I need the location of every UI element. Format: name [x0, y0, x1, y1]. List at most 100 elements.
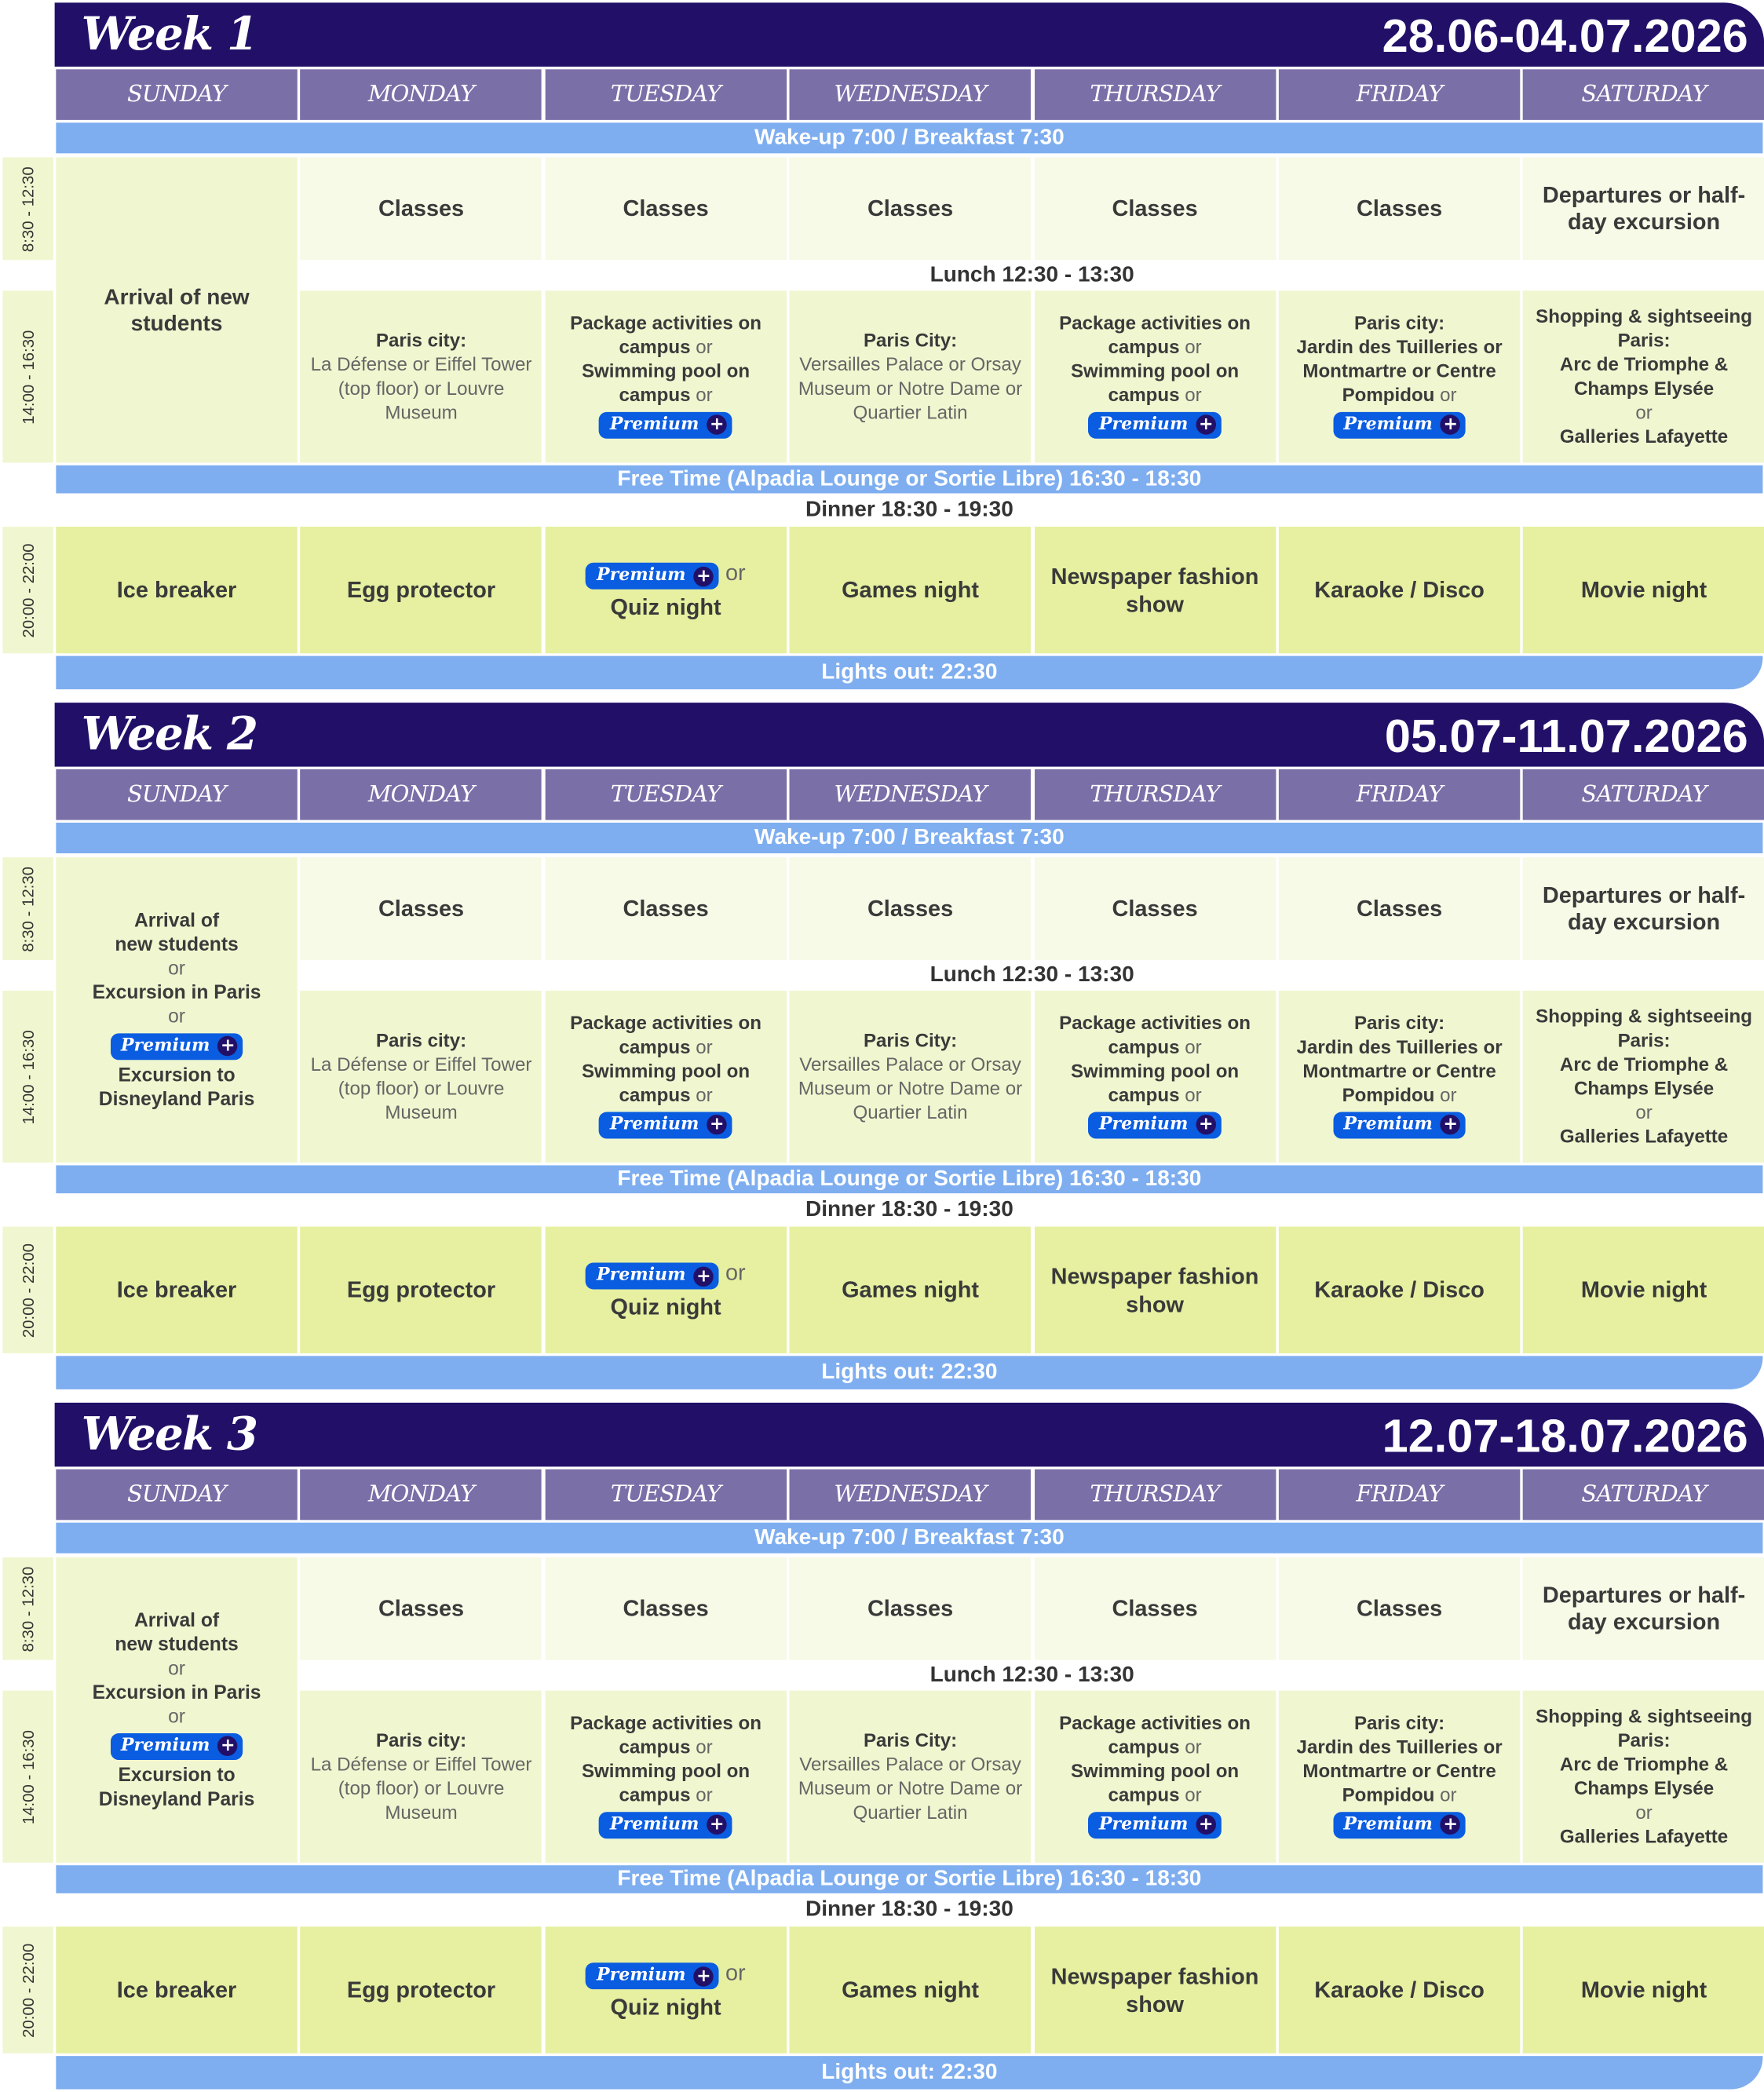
morning-cell: Classes [300, 1557, 542, 1660]
cell-line: Arrival of new students [64, 283, 290, 337]
activity-text: Newspaper fashion show [1050, 1963, 1259, 2017]
activity-text: Excursion in Paris [92, 1681, 261, 1703]
week-title: Week 3 [81, 1407, 258, 1462]
plus-circle-icon: + [707, 414, 728, 435]
cell-line: Package activities on campus or [1043, 1711, 1268, 1759]
activity-text: Package activities on campus [1059, 1712, 1251, 1758]
cell-line: Jardin des Tuilleries or Montmartre or C… [1287, 1736, 1512, 1808]
afternoon-cell: Paris city: La Défense or Eiffel Tower (t… [300, 990, 542, 1163]
morning-cell: Departures or half-day excursion [1523, 157, 1764, 261]
afternoon-cell: Paris City: Versailles Palace or Orsay Mu… [789, 1690, 1032, 1863]
morning-cell: Classes [1034, 1557, 1276, 1660]
day-header-saturday: SATURDAY [1523, 769, 1764, 820]
activity-text: Paris city: [375, 1030, 467, 1052]
premium-badge: Premium + [1332, 411, 1466, 438]
cell-line: Newspaper fashion show [1043, 1962, 1268, 2017]
activity-text: Games night [842, 1277, 979, 1303]
or-text: or [1434, 1784, 1457, 1806]
cell-line: Swimming pool on campus or [1043, 1759, 1268, 1807]
morning-cell: Classes [789, 857, 1032, 960]
cell-line: La Défense or Eiffel Tower (top floor) o… [309, 1753, 534, 1825]
cell-line: Galleries Lafayette [1560, 1125, 1728, 1149]
cell-line: La Défense or Eiffel Tower (top floor) o… [309, 352, 534, 425]
plus-circle-icon: + [1196, 414, 1217, 435]
cell-line: Premium + [110, 1729, 243, 1763]
activity-text: Paris city: [375, 1729, 467, 1751]
cell-line: Jardin des Tuilleries or Montmartre or C… [1287, 335, 1512, 407]
activity-text: Quiz night [610, 1994, 721, 2021]
cell-line: Premium + [1332, 407, 1466, 442]
evening-cell: Karaoke / Disco [1278, 1926, 1521, 2054]
cell-line: Swimming pool on campus or [1043, 1059, 1268, 1107]
activity-text: new students [115, 933, 239, 955]
cell-line: Premium + [1332, 1108, 1466, 1142]
wake-up-bar: Wake-up 7:00 / Breakfast 7:30 [56, 1522, 1763, 1553]
cell-line: Arrival of [134, 909, 219, 933]
cell-line: Premium + [599, 1807, 732, 1842]
cell-line: or [1635, 1101, 1652, 1125]
cell-line: Swimming pool on campus or [1043, 360, 1268, 407]
cell-line: or [168, 1705, 185, 1729]
evening-cell: Egg protector [300, 526, 542, 654]
or-text: or [168, 958, 186, 980]
plus-circle-icon: + [693, 1966, 714, 1986]
or-text: or [1635, 1101, 1653, 1123]
or-text: or [690, 1784, 713, 1806]
or-text: La Défense or Eiffel Tower (top floor) o… [310, 353, 532, 424]
cell-line: Arc de Triomphe & Champs Elysée [1532, 352, 1757, 400]
cell-line: Shopping & sightseeing Paris: [1532, 305, 1757, 352]
activity-text: Arrival of new students [104, 284, 250, 336]
time-text: 8:30 - 12:30 [18, 166, 38, 252]
cell-line: Package activities on campus or [553, 1011, 779, 1059]
cell-line: or [168, 957, 185, 981]
morning-cell: Classes [789, 157, 1032, 261]
evening-cell: Newspaper fashion show [1034, 1226, 1276, 1353]
premium-label: Premium [1098, 1114, 1189, 1134]
plus-circle-icon: + [1441, 1114, 1461, 1135]
premium-badge: Premium + [1088, 411, 1222, 438]
cell-line: Egg protector [347, 576, 495, 604]
morning-cell: Classes [545, 157, 787, 261]
activity-text: Karaoke / Disco [1314, 1277, 1485, 1303]
evening-cell: Movie night [1523, 526, 1764, 654]
plus-circle-icon: + [1441, 414, 1461, 435]
morning-cell: Classes [545, 857, 787, 960]
cell-line: or [1635, 1801, 1652, 1825]
cell-line: La Défense or Eiffel Tower (top floor) o… [309, 1053, 534, 1125]
time-text: 20:00 - 22:00 [18, 1243, 38, 1338]
premium-badge: Premium + [599, 1111, 732, 1138]
cell-line: Premium + [1332, 1807, 1466, 1842]
morning-cell: Departures or half-day excursion [1523, 1557, 1764, 1660]
cell-line: Karaoke / Disco [1314, 1276, 1485, 1304]
premium-label: Premium [609, 1114, 699, 1134]
afternoon-cell: Package activities on campus or Swimming … [545, 1690, 787, 1863]
time-label-afternoon: 14:00 - 16:30 [2, 990, 53, 1163]
cell-line: Quiz night [610, 1993, 721, 2021]
cell-line: Swimming pool on campus or [553, 360, 779, 407]
week-title: Week 1 [81, 8, 258, 62]
plus-circle-icon: + [1441, 1814, 1461, 1835]
cell-line: Paris city: [376, 1729, 466, 1753]
premium-badge: Premium + [110, 1032, 243, 1060]
activity-text: Newspaper fashion show [1050, 563, 1259, 617]
activity-text: Quiz night [610, 1294, 721, 1320]
premium-label: Premium [1098, 1813, 1189, 1835]
plus-circle-icon: + [1196, 1814, 1217, 1835]
sunday-arrival-cell: Arrival of new students or Excursion in Par… [56, 1557, 298, 1863]
or-text: or [1179, 385, 1202, 407]
evening-cell: Newspaper fashion show [1034, 1926, 1276, 2054]
premium-badge: Premium + [1088, 1111, 1222, 1138]
week-dates: 05.07-11.07.2026 [1384, 710, 1748, 763]
time-text: 14:00 - 16:30 [18, 1729, 38, 1824]
evening-cell: Newspaper fashion show [1034, 526, 1276, 654]
activity-text: Arc de Triomphe & Champs Elysée [1559, 1053, 1729, 1100]
cell-line: Excursion in Paris [93, 1681, 261, 1705]
evening-cell: Movie night [1523, 1926, 1764, 2054]
afternoon-cell: Paris City: Versailles Palace or Orsay Mu… [789, 990, 1032, 1163]
premium-badge: Premium + [1332, 1111, 1466, 1138]
premium-label: Premium [609, 414, 699, 434]
or-text: La Défense or Eiffel Tower (top floor) o… [310, 1754, 532, 1824]
activity-text: Ice breaker [116, 577, 237, 603]
premium-label: Premium [1098, 414, 1189, 434]
cell-line: Games night [842, 1976, 979, 2004]
